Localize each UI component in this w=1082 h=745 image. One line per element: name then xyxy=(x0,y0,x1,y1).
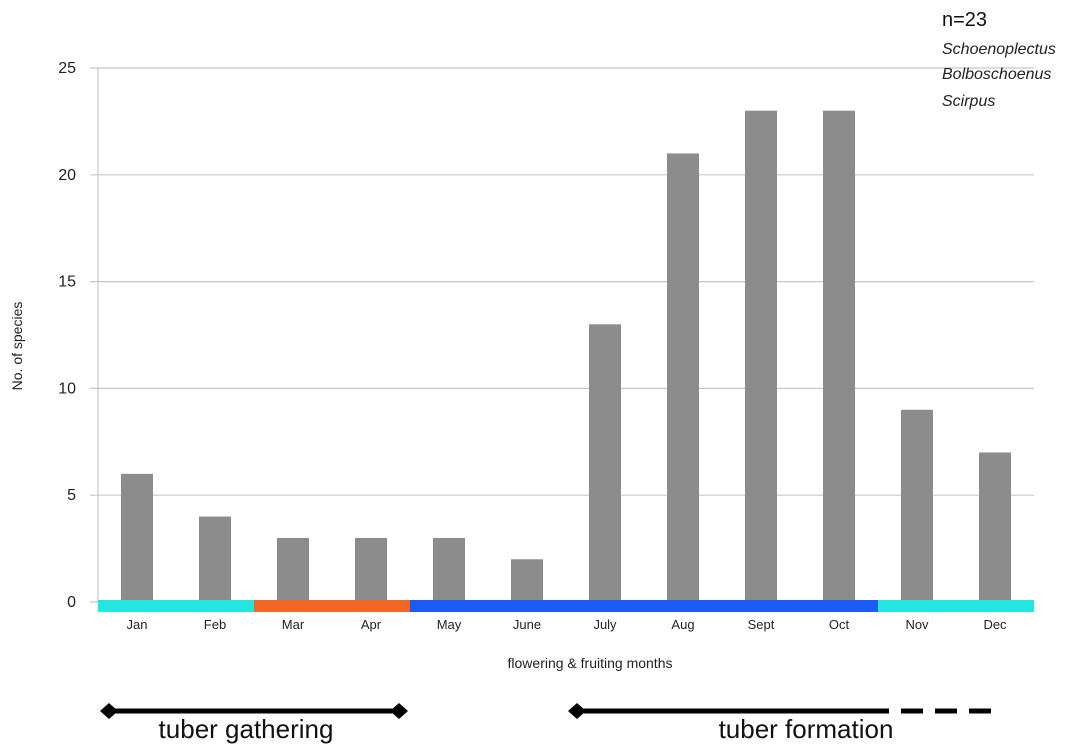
x-tick-label: July xyxy=(593,617,617,632)
x-tick-label: Sept xyxy=(748,617,775,632)
season-bands xyxy=(98,600,1034,612)
season-band xyxy=(254,600,410,612)
season-band xyxy=(98,600,254,612)
period-end-marker xyxy=(390,703,408,719)
y-tick-label: 0 xyxy=(67,594,76,611)
bar-mar xyxy=(277,537,309,602)
bar-dec xyxy=(979,452,1011,602)
y-axis-ticks: 0 5 10 15 20 25 xyxy=(58,60,76,611)
x-tick-label: Mar xyxy=(282,617,305,632)
season-band xyxy=(410,600,878,612)
x-axis-title: flowering & fruiting months xyxy=(508,655,673,671)
tuber-formation-label: tuber formation xyxy=(719,714,894,744)
y-axis-title: No. of species xyxy=(9,302,25,391)
bar-june xyxy=(511,559,543,602)
bar-feb xyxy=(199,516,231,602)
x-tick-label: Dec xyxy=(983,617,1007,632)
bar-aug xyxy=(667,153,699,602)
x-tick-label: Feb xyxy=(204,617,226,632)
y-tick-label: 15 xyxy=(58,274,76,291)
bar-jan xyxy=(121,473,153,602)
y-tick-label: 5 xyxy=(67,487,76,504)
bar-may xyxy=(433,537,465,602)
bar-nov xyxy=(901,409,933,602)
bars xyxy=(121,110,1011,602)
x-tick-label: Oct xyxy=(829,617,850,632)
x-tick-label: May xyxy=(437,617,462,632)
season-band xyxy=(878,600,1034,612)
genus-label: Scirpus xyxy=(942,93,995,110)
tuber-periods xyxy=(100,703,1003,719)
period-end-marker xyxy=(568,703,586,719)
x-axis-ticks: Jan Feb Mar Apr May June July Aug Sept Oct Nov Dec xyxy=(127,617,1008,632)
bar-sept xyxy=(745,110,777,602)
y-tick-label: 10 xyxy=(58,380,76,397)
x-tick-label: Apr xyxy=(361,617,382,632)
x-tick-label: Jan xyxy=(127,617,148,632)
x-tick-label: Nov xyxy=(905,617,929,632)
y-tick-label: 25 xyxy=(58,60,76,77)
bar-apr xyxy=(355,537,387,602)
period-end-marker xyxy=(100,703,118,719)
bar-oct xyxy=(823,110,855,602)
sample-size-label: n=23 xyxy=(942,9,987,31)
genus-label: Bolboschoenus xyxy=(942,66,1051,83)
bar-july xyxy=(589,324,621,602)
y-tick-label: 20 xyxy=(58,167,76,184)
genus-label: Schoenoplectus xyxy=(942,41,1056,58)
x-tick-label: June xyxy=(513,617,541,632)
x-tick-label: Aug xyxy=(671,617,694,632)
grid-lines xyxy=(90,67,1034,603)
tuber-gathering-label: tuber gathering xyxy=(159,714,334,744)
